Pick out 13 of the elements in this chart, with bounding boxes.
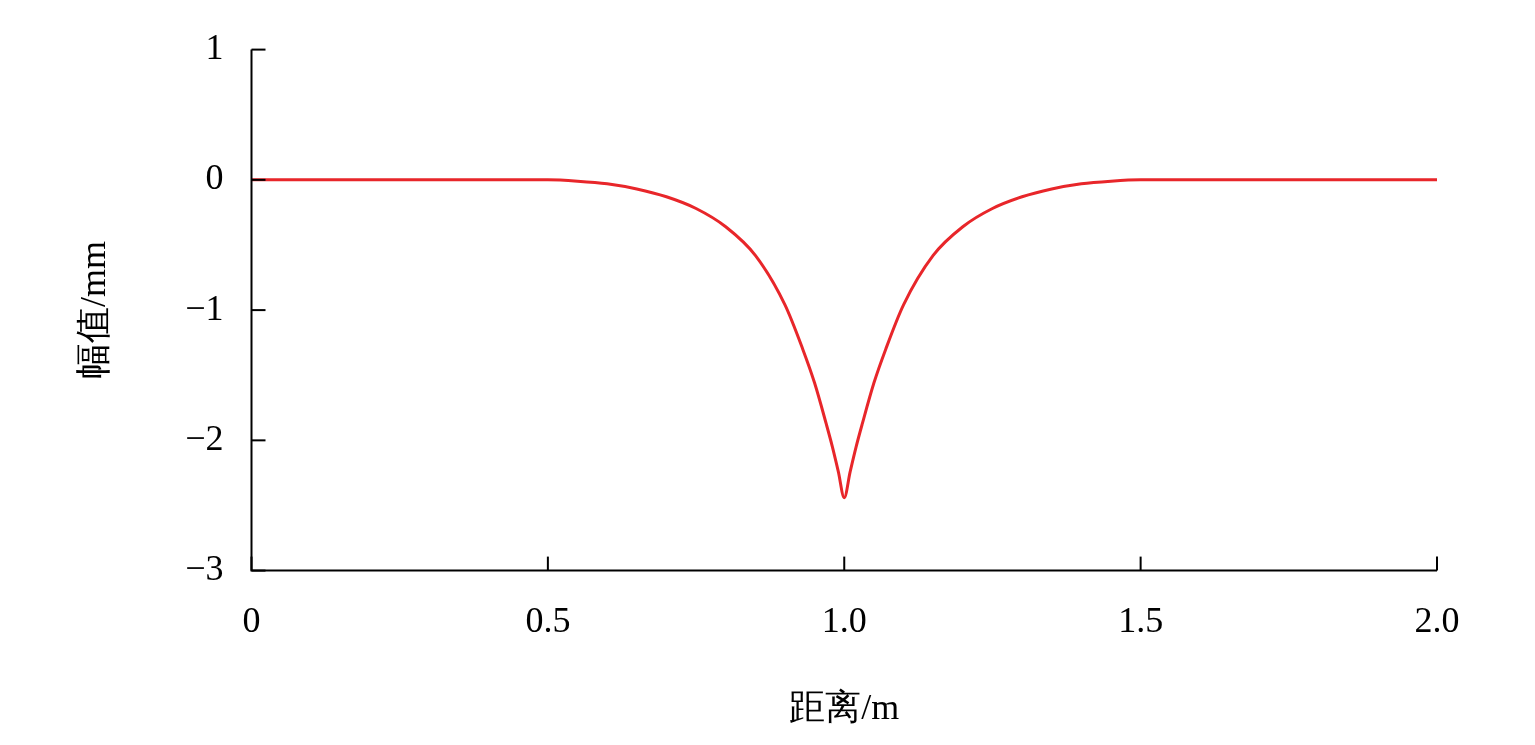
y-tick-label: −2: [185, 417, 224, 458]
y-axis-title: 幅值/mm: [73, 241, 114, 380]
x-tick-label: 2.0: [1414, 599, 1460, 640]
x-tick-label: 1.0: [821, 599, 867, 640]
x-tick-label: 0.5: [525, 599, 571, 640]
y-tick-label: −1: [185, 287, 224, 328]
y-tick-label: −3: [185, 548, 224, 589]
x-axis-title: 距离/m: [789, 686, 900, 727]
line-series: [251, 178, 1437, 500]
y-tick-label: 1: [205, 27, 224, 68]
x-tick-label: 0: [242, 599, 261, 640]
y-tick-label: 0: [205, 157, 224, 198]
x-tick-label: 1.5: [1118, 599, 1164, 640]
